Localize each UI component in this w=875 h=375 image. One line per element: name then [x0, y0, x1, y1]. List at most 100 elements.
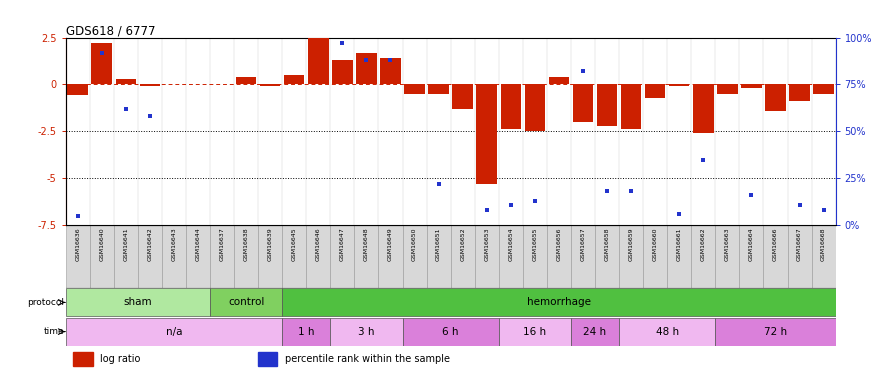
Bar — [116, 79, 136, 84]
Bar — [691, 225, 716, 288]
Text: GSM16649: GSM16649 — [388, 227, 393, 261]
Text: GSM16640: GSM16640 — [99, 227, 104, 261]
Text: log ratio: log ratio — [101, 354, 141, 364]
Bar — [668, 225, 691, 288]
Text: GSM16668: GSM16668 — [821, 227, 826, 261]
Text: GSM16638: GSM16638 — [243, 227, 248, 261]
Bar — [427, 225, 451, 288]
Bar — [308, 38, 328, 84]
Text: GSM16659: GSM16659 — [628, 227, 634, 261]
Bar — [140, 84, 160, 86]
Text: 1 h: 1 h — [298, 327, 314, 337]
Bar — [66, 288, 210, 316]
Bar — [549, 77, 569, 84]
Bar — [789, 84, 809, 101]
Bar — [571, 225, 595, 288]
Text: GSM16653: GSM16653 — [484, 227, 489, 261]
Bar — [404, 84, 424, 94]
Text: GSM16646: GSM16646 — [316, 227, 321, 261]
Bar — [236, 77, 256, 84]
Bar — [597, 84, 617, 126]
Bar — [525, 84, 545, 131]
Bar — [90, 225, 114, 288]
Bar — [162, 225, 186, 288]
Bar — [500, 84, 521, 129]
Bar — [210, 288, 282, 316]
Bar — [739, 225, 763, 288]
Bar — [477, 84, 497, 184]
Text: GSM16645: GSM16645 — [291, 227, 297, 261]
Text: time: time — [44, 327, 65, 336]
Bar — [282, 288, 836, 316]
Bar — [620, 318, 716, 346]
Bar — [452, 84, 472, 109]
Text: GSM16637: GSM16637 — [220, 227, 225, 261]
Text: GSM16651: GSM16651 — [436, 227, 441, 261]
Bar — [475, 225, 499, 288]
Text: 16 h: 16 h — [523, 327, 546, 337]
Text: sham: sham — [123, 297, 152, 307]
Bar — [643, 225, 668, 288]
Bar — [66, 225, 90, 288]
Bar — [788, 225, 812, 288]
Bar — [573, 84, 593, 122]
Text: GSM16662: GSM16662 — [701, 227, 706, 261]
Bar — [716, 318, 836, 346]
Bar — [258, 225, 282, 288]
Bar — [66, 318, 282, 346]
Bar — [812, 225, 836, 288]
Text: GSM16656: GSM16656 — [556, 227, 562, 261]
Bar — [381, 58, 401, 84]
Bar — [331, 318, 402, 346]
Bar — [186, 225, 210, 288]
Bar — [258, 352, 277, 366]
Text: GSM16654: GSM16654 — [508, 227, 514, 261]
Text: GSM16657: GSM16657 — [580, 227, 585, 261]
Text: GSM16644: GSM16644 — [195, 227, 200, 261]
Bar — [547, 225, 571, 288]
Bar — [114, 225, 138, 288]
Text: hemorrhage: hemorrhage — [527, 297, 591, 307]
Text: GSM16666: GSM16666 — [773, 227, 778, 261]
Text: GSM16667: GSM16667 — [797, 227, 802, 261]
Text: 6 h: 6 h — [443, 327, 458, 337]
Bar — [429, 84, 449, 94]
Text: GSM16643: GSM16643 — [172, 227, 177, 261]
Bar — [354, 225, 379, 288]
Text: 24 h: 24 h — [584, 327, 606, 337]
Bar — [332, 60, 353, 84]
Bar — [138, 225, 162, 288]
Bar — [284, 75, 304, 84]
Bar — [499, 318, 571, 346]
Bar — [356, 53, 376, 84]
Text: 72 h: 72 h — [764, 327, 787, 337]
Bar — [718, 84, 738, 94]
Bar — [282, 318, 331, 346]
Text: GSM16658: GSM16658 — [605, 227, 610, 261]
Text: GSM16648: GSM16648 — [364, 227, 369, 261]
Text: GDS618 / 6777: GDS618 / 6777 — [66, 24, 155, 38]
Text: GSM16641: GSM16641 — [123, 227, 129, 261]
Text: 48 h: 48 h — [655, 327, 679, 337]
Text: n/a: n/a — [165, 327, 182, 337]
Text: GSM16652: GSM16652 — [460, 227, 466, 261]
Bar — [306, 225, 331, 288]
Bar — [571, 318, 620, 346]
Bar — [620, 225, 643, 288]
Bar — [402, 318, 499, 346]
Bar — [331, 225, 354, 288]
Bar — [451, 225, 475, 288]
Text: GSM16664: GSM16664 — [749, 227, 754, 261]
Text: control: control — [228, 297, 264, 307]
Bar — [763, 225, 788, 288]
Text: GSM16650: GSM16650 — [412, 227, 417, 261]
Bar — [210, 225, 235, 288]
Bar — [67, 84, 88, 95]
Text: GSM16642: GSM16642 — [147, 227, 152, 261]
Bar — [645, 84, 665, 98]
Bar — [92, 43, 112, 84]
Bar — [260, 84, 280, 86]
Text: GSM16663: GSM16663 — [724, 227, 730, 261]
Bar — [74, 352, 93, 366]
Text: GSM16655: GSM16655 — [532, 227, 537, 261]
